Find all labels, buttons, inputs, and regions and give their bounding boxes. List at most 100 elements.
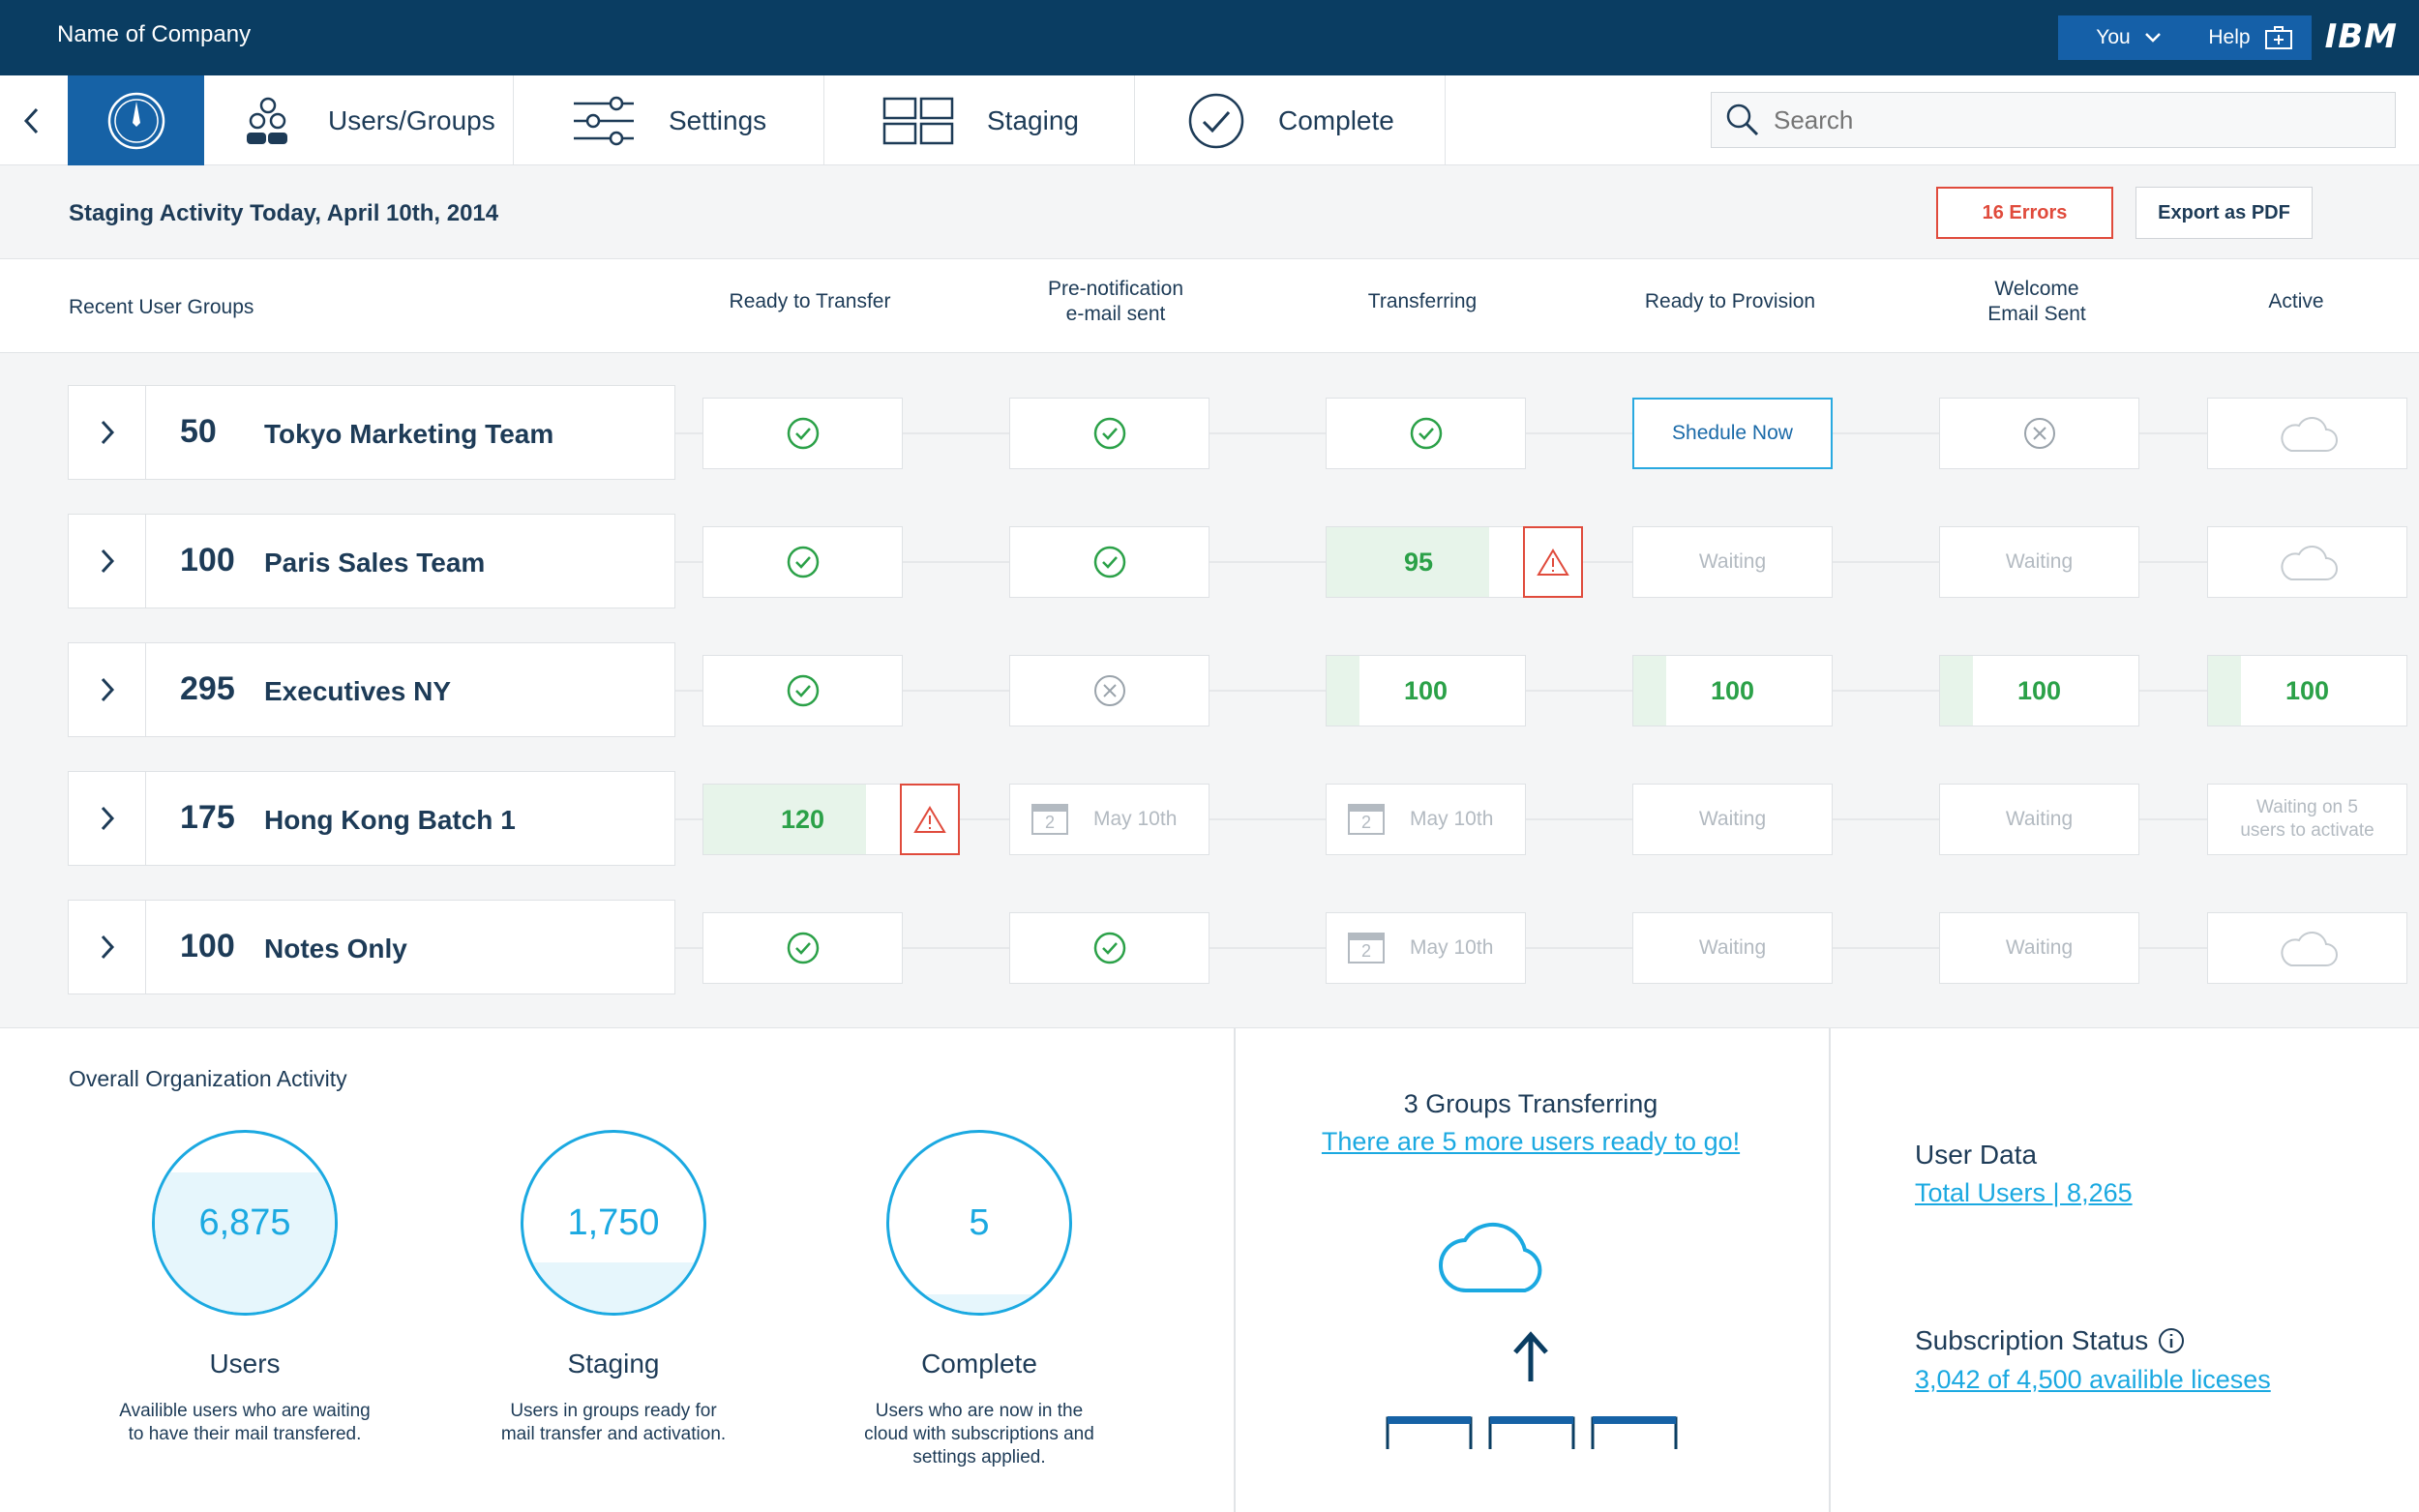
stat-value: 1,750 [567,1201,660,1243]
scheduled-date: May 10th [1410,808,1494,830]
back-button[interactable] [21,104,50,137]
row-connector [675,947,2398,949]
col-ready-transfer: Ready to Transfer [729,290,891,312]
group-name: Hong Kong Batch 1 [264,805,516,835]
stat-description: Users who are now in the cloud with subs… [824,1400,1134,1469]
waiting-line2: users to activate [2240,820,2374,841]
check-circle-icon [1093,932,1125,964]
expand-button[interactable] [69,772,146,865]
expand-button[interactable] [69,386,146,479]
user-data-label: User Data [1915,1140,2038,1170]
users-ready-link[interactable]: There are 5 more users ready to go! [1321,1127,1741,1156]
search-input[interactable] [1774,104,2354,135]
group-name: Paris Sales Team [264,548,486,578]
users-stat-circle: 6,875 [152,1130,338,1316]
you-menu-button[interactable]: You [2058,15,2199,60]
stat-fill [155,1171,335,1313]
warning-button[interactable] [900,784,960,855]
stat-desc-line: to have their mail transfered. [128,1424,362,1444]
group-row[interactable]: 100 Paris Sales Team [68,514,675,608]
stat-desc-line: settings applied. [912,1447,1046,1468]
main-nav: Users/Groups Settings Staging Complete [0,75,2419,165]
tab-users-groups[interactable]: Users/Groups [204,75,514,165]
tab-complete[interactable]: Complete [1135,75,1446,165]
tab-settings-label: Settings [669,104,767,135]
group-row[interactable]: 295 Executives NY [68,642,675,737]
status-cell [2207,526,2407,598]
group-count: 100 [180,542,235,578]
staging-grid: 50 Tokyo Marketing Team Shedule Now 100 … [0,353,2419,1028]
progress-fill [1633,656,1666,726]
licenses-link[interactable]: 3,042 of 4,500 availible liceses [1915,1365,2271,1394]
col-prenotification-line1: Pre-notification [1047,278,1184,300]
column-headers: Recent User Groups Ready to Transfer Pre… [0,259,2419,353]
calendar-icon: 2 [1031,804,1068,835]
stat-description: Users in groups ready for mail transfer … [459,1400,768,1446]
compass-icon [107,92,164,149]
group-row[interactable]: 175 Hong Kong Batch 1 [68,771,675,866]
info-icon[interactable] [2158,1327,2185,1354]
help-box-icon [2264,26,2292,49]
chevron-down-icon [2144,33,2161,43]
status-cell: Waiting on 5 users to activate [2207,784,2407,855]
export-pdf-button[interactable]: Export as PDF [2135,187,2313,239]
progress-value: 100 [2285,675,2330,705]
schedule-now-button[interactable]: Shedule Now [1632,398,1833,469]
subscription-label: Subscription Status [1915,1325,2149,1355]
status-cell: Waiting [1632,912,1833,984]
bottom-panel [0,1028,2419,1512]
scheduled-date-cell: 2 May 10th [1326,912,1526,984]
divider [1829,1028,1831,1512]
expand-button[interactable] [69,515,146,608]
progress-fill [2208,656,2241,726]
progress-value: 100 [1711,675,1755,705]
ibm-logo: IBM [2324,17,2398,56]
total-users-link[interactable]: Total Users | 8,265 [1915,1178,2133,1207]
subscription-status: Subscription Status [1915,1325,2185,1356]
scheduled-date: May 10th [1093,808,1178,830]
group-row[interactable]: 100 Notes Only [68,900,675,994]
tab-staging[interactable]: Staging [824,75,1135,165]
subheader: Staging Activity Today, April 10th, 2014… [0,165,2419,259]
help-button[interactable]: Help [2190,15,2312,60]
col-active: Active [2268,290,2324,312]
scheduled-date-cell: 2 May 10th [1009,784,1210,855]
chevron-right-icon [101,677,114,702]
stat-desc-line: Users in groups ready for [510,1401,717,1421]
top-bar: Name of Company You Help IBM [0,0,2419,75]
search-box[interactable] [1711,92,2396,148]
tab-settings[interactable]: Settings [514,75,824,165]
stat-title: Staging [567,1349,660,1379]
transfer-title: 3 Groups Transferring [1403,1089,1658,1118]
status-cell [2207,912,2407,984]
check-circle-icon [787,674,819,707]
check-circle-icon [1093,546,1125,578]
status-cell [1009,655,1210,726]
progress-fill [1327,527,1490,597]
progress-fill [703,785,867,854]
sliders-icon [574,96,634,145]
stat-value: 6,875 [198,1201,291,1243]
warning-button[interactable] [1523,526,1583,598]
status-cell [702,398,903,469]
expand-button[interactable] [69,643,146,736]
divider [1234,1028,1236,1512]
col-prenotification: Pre-notification e-mail sent [1009,277,1222,327]
complete-stat-circle: 5 [886,1130,1072,1316]
stat-value: 5 [969,1201,990,1243]
x-circle-icon [1093,675,1125,706]
check-circle-icon [787,546,819,578]
status-cell [1009,912,1210,984]
errors-button[interactable]: 16 Errors [1936,187,2113,239]
progress-fill [1327,656,1359,726]
scheduled-date-cell: 2 May 10th [1326,784,1526,855]
status-cell [702,912,903,984]
col-welcome-line1: Welcome [1994,278,2079,300]
chevron-right-icon [101,548,114,574]
status-cell: Waiting [1939,526,2139,598]
users-groups-icon [247,97,287,144]
group-row[interactable]: 50 Tokyo Marketing Team [68,385,675,480]
dashboard-home-tab[interactable] [68,75,204,165]
search-icon [1726,104,1759,136]
expand-button[interactable] [69,901,146,993]
